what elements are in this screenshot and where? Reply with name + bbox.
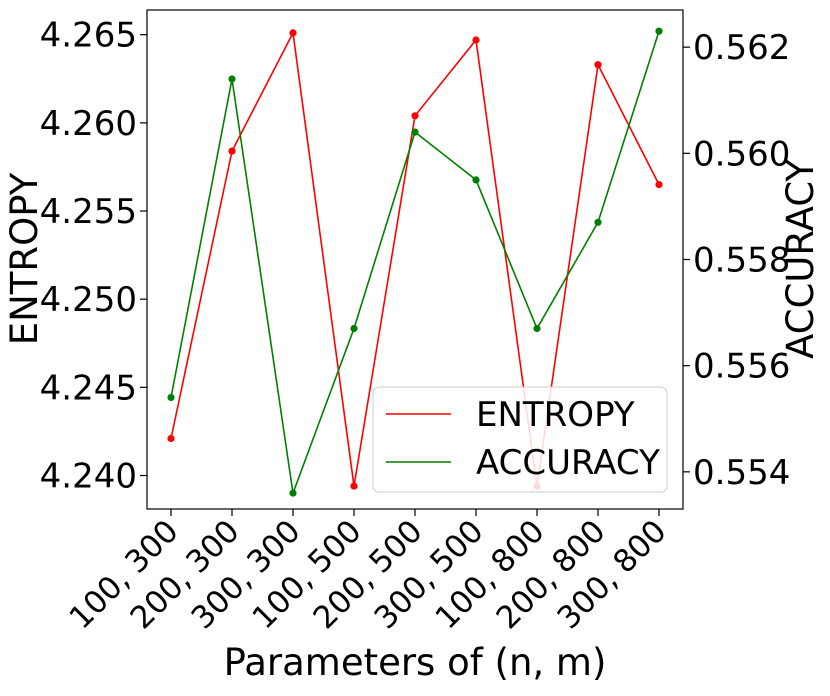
data-point-accuracy <box>594 218 602 226</box>
right-y-tick-label: 0.556 <box>693 347 790 387</box>
data-point-entropy <box>289 29 297 37</box>
data-point-accuracy <box>472 176 480 184</box>
data-point-accuracy <box>289 489 297 497</box>
right-y-tick-label: 0.554 <box>693 453 790 493</box>
data-point-accuracy <box>350 324 358 333</box>
right-y-tick-label: 0.560 <box>693 134 790 174</box>
left-y-tick-label: 4.250 <box>40 280 137 320</box>
legend: ENTROPY ACCURACY <box>372 386 668 493</box>
data-point-entropy <box>350 482 358 490</box>
left-y-tick-label: 4.245 <box>40 368 137 408</box>
data-point-entropy <box>472 36 480 44</box>
left-y-tick-label: 4.265 <box>40 16 137 56</box>
legend-label-accuracy: ACCURACY <box>476 443 660 483</box>
data-point-entropy <box>167 434 175 443</box>
right-y-tick-label: 0.562 <box>693 28 790 68</box>
data-point-entropy <box>655 181 663 189</box>
data-point-accuracy <box>167 393 175 402</box>
data-point-accuracy <box>228 75 236 83</box>
left-y-tick-label: 4.240 <box>40 456 137 496</box>
left-y-tick-label: 4.260 <box>40 104 137 144</box>
left-y-axis-label: ENTROPY <box>3 172 46 345</box>
right-y-axis: 0.554 0.556 0.558 0.560 0.562 <box>683 28 790 493</box>
data-point-accuracy <box>411 128 419 136</box>
left-y-tick-label: 4.255 <box>40 192 137 232</box>
left-y-axis: 4.240 4.245 4.250 4.255 4.260 4.265 <box>40 16 147 496</box>
x-axis-label: Parameters of (n, m) <box>224 641 607 684</box>
data-point-accuracy <box>533 324 541 333</box>
legend-label-entropy: ENTROPY <box>476 395 635 435</box>
right-y-tick-label: 0.558 <box>693 241 790 281</box>
right-y-axis-label: ACCURACY <box>779 159 822 359</box>
data-point-entropy <box>411 112 419 120</box>
data-point-entropy <box>594 61 602 69</box>
data-point-entropy <box>228 147 236 155</box>
data-point-accuracy <box>655 27 663 35</box>
